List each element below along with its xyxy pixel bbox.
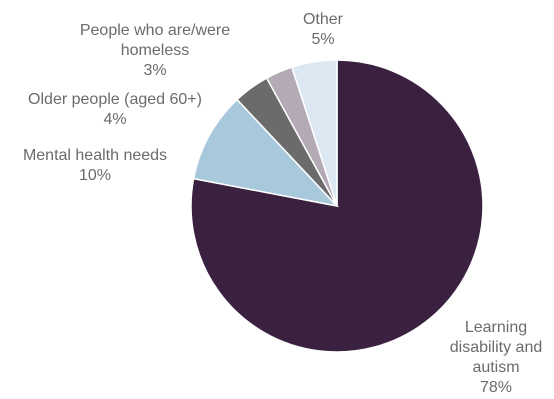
slice-category-label-learning-disability-and-autism: disability and [450,339,543,356]
slice-category-label-people-who-are-were-homeless: homeless [121,42,189,59]
slice-category-label-other: Other [303,11,344,28]
slice-value-label-mental-health-needs: 10% [79,167,111,184]
slice-category-label-people-who-are-were-homeless: People who are/were [80,22,230,39]
slice-value-label-other: 5% [311,31,334,48]
slice-category-label-learning-disability-and-autism: Learning [465,319,527,336]
slice-value-label-older-people-aged-60: 4% [103,111,126,128]
pie-slice-mental-health-needs [192,98,340,208]
slice-category-label-learning-disability-and-autism: autism [472,359,519,376]
slice-value-label-people-who-are-were-homeless: 3% [143,62,166,79]
slice-category-label-older-people-aged-60: Older people (aged 60+) [28,91,202,108]
pie-slice-other [290,59,338,207]
pie-slices [190,59,484,353]
pie-labels: Learning disability and autism 78% Mental he… [23,11,542,396]
slice-category-label-mental-health-needs: Mental health needs [23,147,167,164]
slice-value-label-learning-disability-and-autism: 78% [480,379,512,396]
